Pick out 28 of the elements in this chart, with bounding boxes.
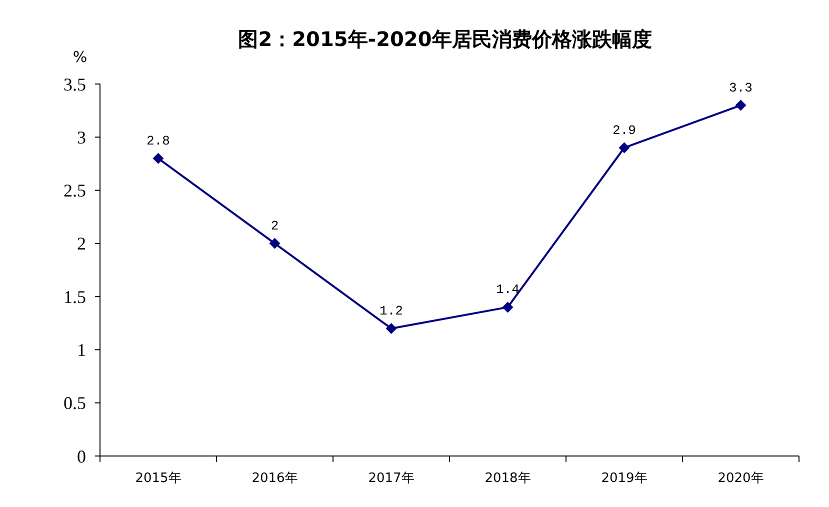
- y-tick-label: 0: [77, 446, 86, 466]
- point: [502, 302, 514, 313]
- y-tick-label: 1: [77, 340, 86, 360]
- point: [618, 142, 630, 154]
- data-label: 2.9: [612, 122, 636, 138]
- y-tick-label: 2: [77, 234, 86, 254]
- data-label: 3.3: [729, 80, 752, 96]
- y-tick-label: 0.5: [64, 393, 86, 414]
- data-label: 2: [270, 218, 279, 234]
- y-tick-label: 3.5: [64, 74, 86, 94]
- x-tick-label: 2017年: [368, 471, 414, 486]
- point: [269, 238, 280, 249]
- data-label: 1.2: [380, 303, 403, 318]
- y-axis-title: %: [72, 48, 88, 66]
- y-tick-label: 2.5: [64, 180, 86, 201]
- point: [386, 322, 397, 334]
- x-tick-label: 2019年: [601, 471, 648, 486]
- chart-title: 图2：2015年-2020年居民消费价格涨跌幅度: [238, 27, 652, 51]
- y-tick-label: 3: [77, 127, 86, 148]
- point: [735, 100, 746, 111]
- x-tick-label: 2015年: [135, 471, 182, 486]
- x-tick-label: 2018年: [484, 471, 531, 486]
- x-tick-label: 2016年: [252, 471, 298, 486]
- x-tick-label: 2020年: [718, 471, 764, 486]
- data-label: 1.4: [496, 282, 520, 298]
- data-label: 2.8: [146, 133, 170, 148]
- point: [152, 152, 164, 164]
- y-tick-label: 1.5: [64, 286, 86, 307]
